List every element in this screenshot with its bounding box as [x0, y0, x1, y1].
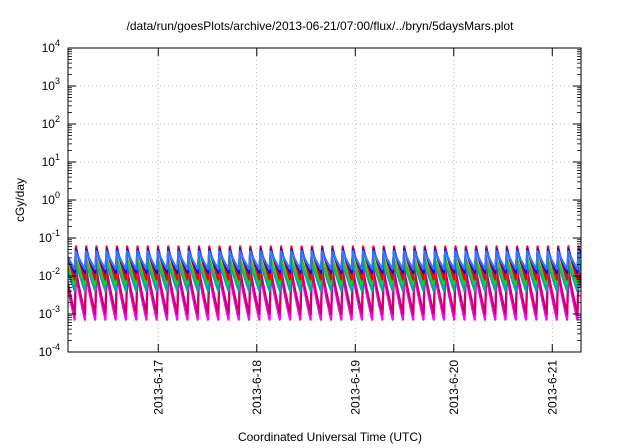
series-line-2: [68, 267, 581, 315]
y-tick-exponent: 4: [55, 38, 60, 48]
y-axis-label: cGy/day: [13, 178, 27, 222]
x-tick-label: 2013-6-17: [151, 360, 165, 415]
y-tick-exponent: 1: [55, 152, 60, 162]
x-tick-label: 2013-6-18: [250, 360, 264, 415]
x-axis-label: Coordinated Universal Time (UTC): [238, 430, 422, 444]
y-tick-exponent: 0: [55, 190, 60, 200]
series-line-3: [68, 259, 581, 293]
y-tick-exponent: 3: [55, 76, 60, 86]
y-tick-exponent: -2: [52, 266, 60, 276]
x-axis: 2013-6-17 2013-6-18 2013-6-19 2013-6-20 2013…: [151, 48, 559, 415]
series-line-7: [68, 250, 581, 271]
x-tick-label: 2013-6-20: [447, 360, 461, 415]
y-tick-exponent: -3: [52, 304, 60, 314]
series-group: [68, 245, 581, 321]
y-tick-exponent: -1: [52, 228, 60, 238]
grid-lines: [68, 48, 581, 352]
y-tick-exponent: 2: [55, 114, 60, 124]
chart-title: /data/run/goesPlots/archive/2013-06-21/0…: [127, 19, 515, 33]
x-tick-label: 2013-6-19: [348, 360, 362, 415]
x-tick-label: 2013-6-21: [545, 360, 559, 415]
series-line-4: [68, 256, 581, 286]
y-tick-exponent: -4: [52, 342, 60, 352]
